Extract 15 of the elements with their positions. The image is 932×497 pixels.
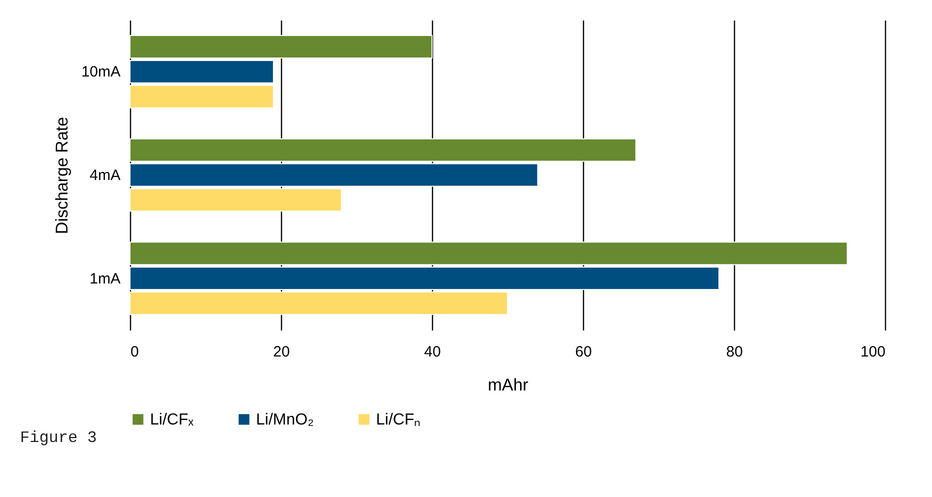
y-axis-title: Discharge Rate bbox=[52, 116, 72, 234]
x-tick-label: 60 bbox=[575, 344, 592, 360]
y-tick-label: 4mA bbox=[90, 167, 120, 184]
x-tick-label: 0 bbox=[130, 344, 139, 360]
x-tick-label: 20 bbox=[273, 344, 290, 360]
y-tick-label: 1mA bbox=[90, 270, 120, 288]
y-tick-label: 10mA bbox=[81, 64, 120, 81]
legend-label: Li/CFₓ bbox=[150, 411, 194, 428]
x-tick-label: 80 bbox=[726, 344, 743, 360]
caption: Figure 3 bbox=[20, 429, 97, 447]
x-tick-label: 100 bbox=[860, 344, 886, 360]
legend-label: Li/CFₙ bbox=[376, 411, 420, 428]
x-axis-title: mAhr bbox=[488, 376, 529, 394]
legend-label: Li/MnO₂ bbox=[256, 411, 314, 428]
x-tick-label: 40 bbox=[424, 344, 441, 360]
